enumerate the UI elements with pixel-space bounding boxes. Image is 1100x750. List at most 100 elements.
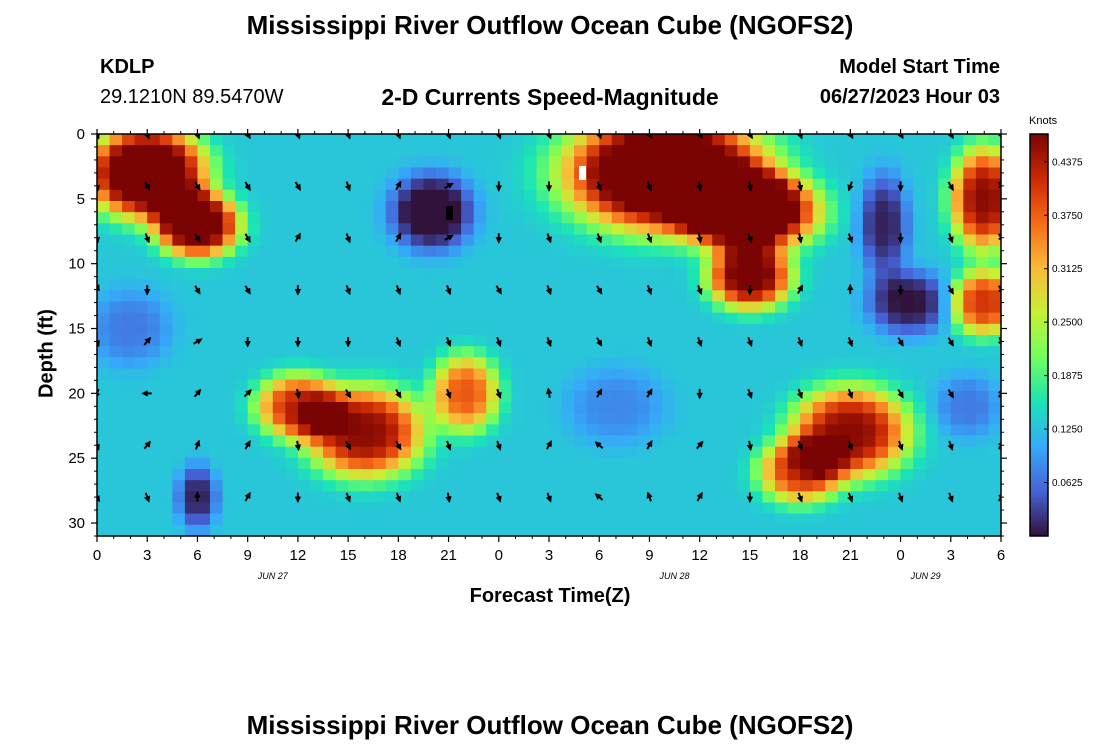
heatmap-cell <box>323 134 337 146</box>
heatmap-cell <box>737 457 751 470</box>
heatmap-cell <box>134 346 148 358</box>
heatmap-cell <box>737 323 751 336</box>
heatmap-cell <box>724 402 738 414</box>
heatmap-cell <box>360 279 374 291</box>
heatmap-cell <box>272 368 286 381</box>
heatmap-cell <box>147 312 161 325</box>
heatmap-cell <box>385 256 399 269</box>
heatmap-cell <box>662 491 676 504</box>
heatmap-cell <box>574 491 588 504</box>
heatmap-cell <box>159 189 173 202</box>
heatmap-cell <box>134 212 148 224</box>
heatmap-cell <box>636 446 651 459</box>
heatmap-cell <box>184 189 199 202</box>
heatmap-cell <box>109 491 123 504</box>
current-arrow <box>796 388 803 399</box>
heatmap-cell <box>247 346 261 358</box>
heatmap-cell <box>749 201 764 213</box>
heatmap-cell <box>549 390 563 403</box>
heatmap-cell <box>900 234 914 247</box>
heatmap-cell <box>323 323 337 336</box>
heatmap-cell <box>511 457 525 470</box>
heatmap-cell <box>762 402 776 414</box>
heatmap-cell <box>900 312 914 325</box>
heatmap-cell <box>674 424 688 437</box>
heatmap-cell <box>147 189 161 202</box>
heatmap-cell <box>222 424 236 437</box>
heatmap-cell <box>461 212 475 224</box>
heatmap-cell <box>586 480 600 492</box>
heatmap-cell <box>611 234 625 247</box>
heatmap-cell <box>272 524 286 536</box>
heatmap-cell <box>712 413 726 425</box>
heatmap-cell <box>812 212 826 224</box>
heatmap-cell <box>800 413 814 425</box>
heatmap-cell <box>348 245 362 258</box>
x-axis: 0 3 6 9 12 15 18 21 0 3 6 9 12 15 18 21 0 3 6 <box>93 129 1005 564</box>
heatmap-cell <box>436 368 450 381</box>
heatmap-cell <box>574 256 588 269</box>
heatmap-cell <box>687 145 701 157</box>
heatmap-cell <box>837 301 851 314</box>
heatmap-cell <box>775 234 789 247</box>
heatmap-cell <box>988 368 1001 381</box>
heatmap-cell <box>875 379 889 392</box>
heatmap-cell <box>812 424 826 437</box>
heatmap-cell <box>800 368 814 381</box>
heatmap-cell <box>523 502 538 515</box>
heatmap-cell <box>812 357 826 370</box>
heatmap-cell <box>749 323 764 336</box>
heatmap-cell <box>222 134 236 146</box>
heatmap-cell <box>749 424 764 437</box>
heatmap-cell <box>925 145 939 157</box>
heatmap-cell <box>963 502 977 515</box>
heatmap-cell <box>662 189 676 202</box>
heatmap-cell <box>787 245 801 258</box>
heatmap-cell <box>523 245 538 258</box>
heatmap-cell <box>662 145 676 157</box>
heatmap-cell <box>385 268 399 280</box>
heatmap-cell <box>913 234 927 247</box>
heatmap-cell <box>862 491 877 504</box>
heatmap-cell <box>210 491 224 504</box>
x-tick-label: 18 <box>792 547 809 564</box>
current-arrow <box>194 285 201 295</box>
heatmap-cell <box>398 413 412 425</box>
heatmap-cell <box>536 268 550 280</box>
heatmap-cell <box>574 424 588 437</box>
heatmap-cell <box>486 234 500 247</box>
heatmap-cell <box>461 368 475 381</box>
heatmap-cell <box>712 234 726 247</box>
heatmap-cell <box>134 457 148 470</box>
heatmap-cell <box>360 390 374 403</box>
heatmap-cell <box>687 201 701 213</box>
heatmap-cell <box>335 268 349 280</box>
heatmap-cell <box>963 491 977 504</box>
heatmap-cell <box>674 323 688 336</box>
current-arrow <box>746 181 753 192</box>
heatmap-cell <box>159 357 173 370</box>
heatmap-cell <box>184 446 199 459</box>
heatmap-cell <box>913 156 927 169</box>
heatmap-cell <box>712 469 726 481</box>
heatmap-cell <box>285 413 299 425</box>
heatmap-cell <box>360 491 374 504</box>
heatmap-cell <box>787 513 801 526</box>
heatmap-cell <box>737 301 751 314</box>
heatmap-cell <box>486 323 500 336</box>
heatmap-cell <box>410 167 425 180</box>
heatmap-cell <box>373 312 387 325</box>
heatmap-cell <box>988 524 1001 536</box>
heatmap-cell <box>297 167 312 180</box>
heatmap-cell <box>611 457 625 470</box>
heatmap-cell <box>699 223 713 236</box>
heatmap-cell <box>184 390 199 403</box>
heatmap-cell <box>436 390 450 403</box>
heatmap-cell <box>762 446 776 459</box>
colorbar <box>1029 133 1049 537</box>
heatmap-cell <box>159 290 173 303</box>
heatmap-cell <box>222 167 236 180</box>
heatmap-cell <box>348 491 362 504</box>
heatmap-cell <box>398 256 412 269</box>
heatmap-cell <box>699 491 713 504</box>
